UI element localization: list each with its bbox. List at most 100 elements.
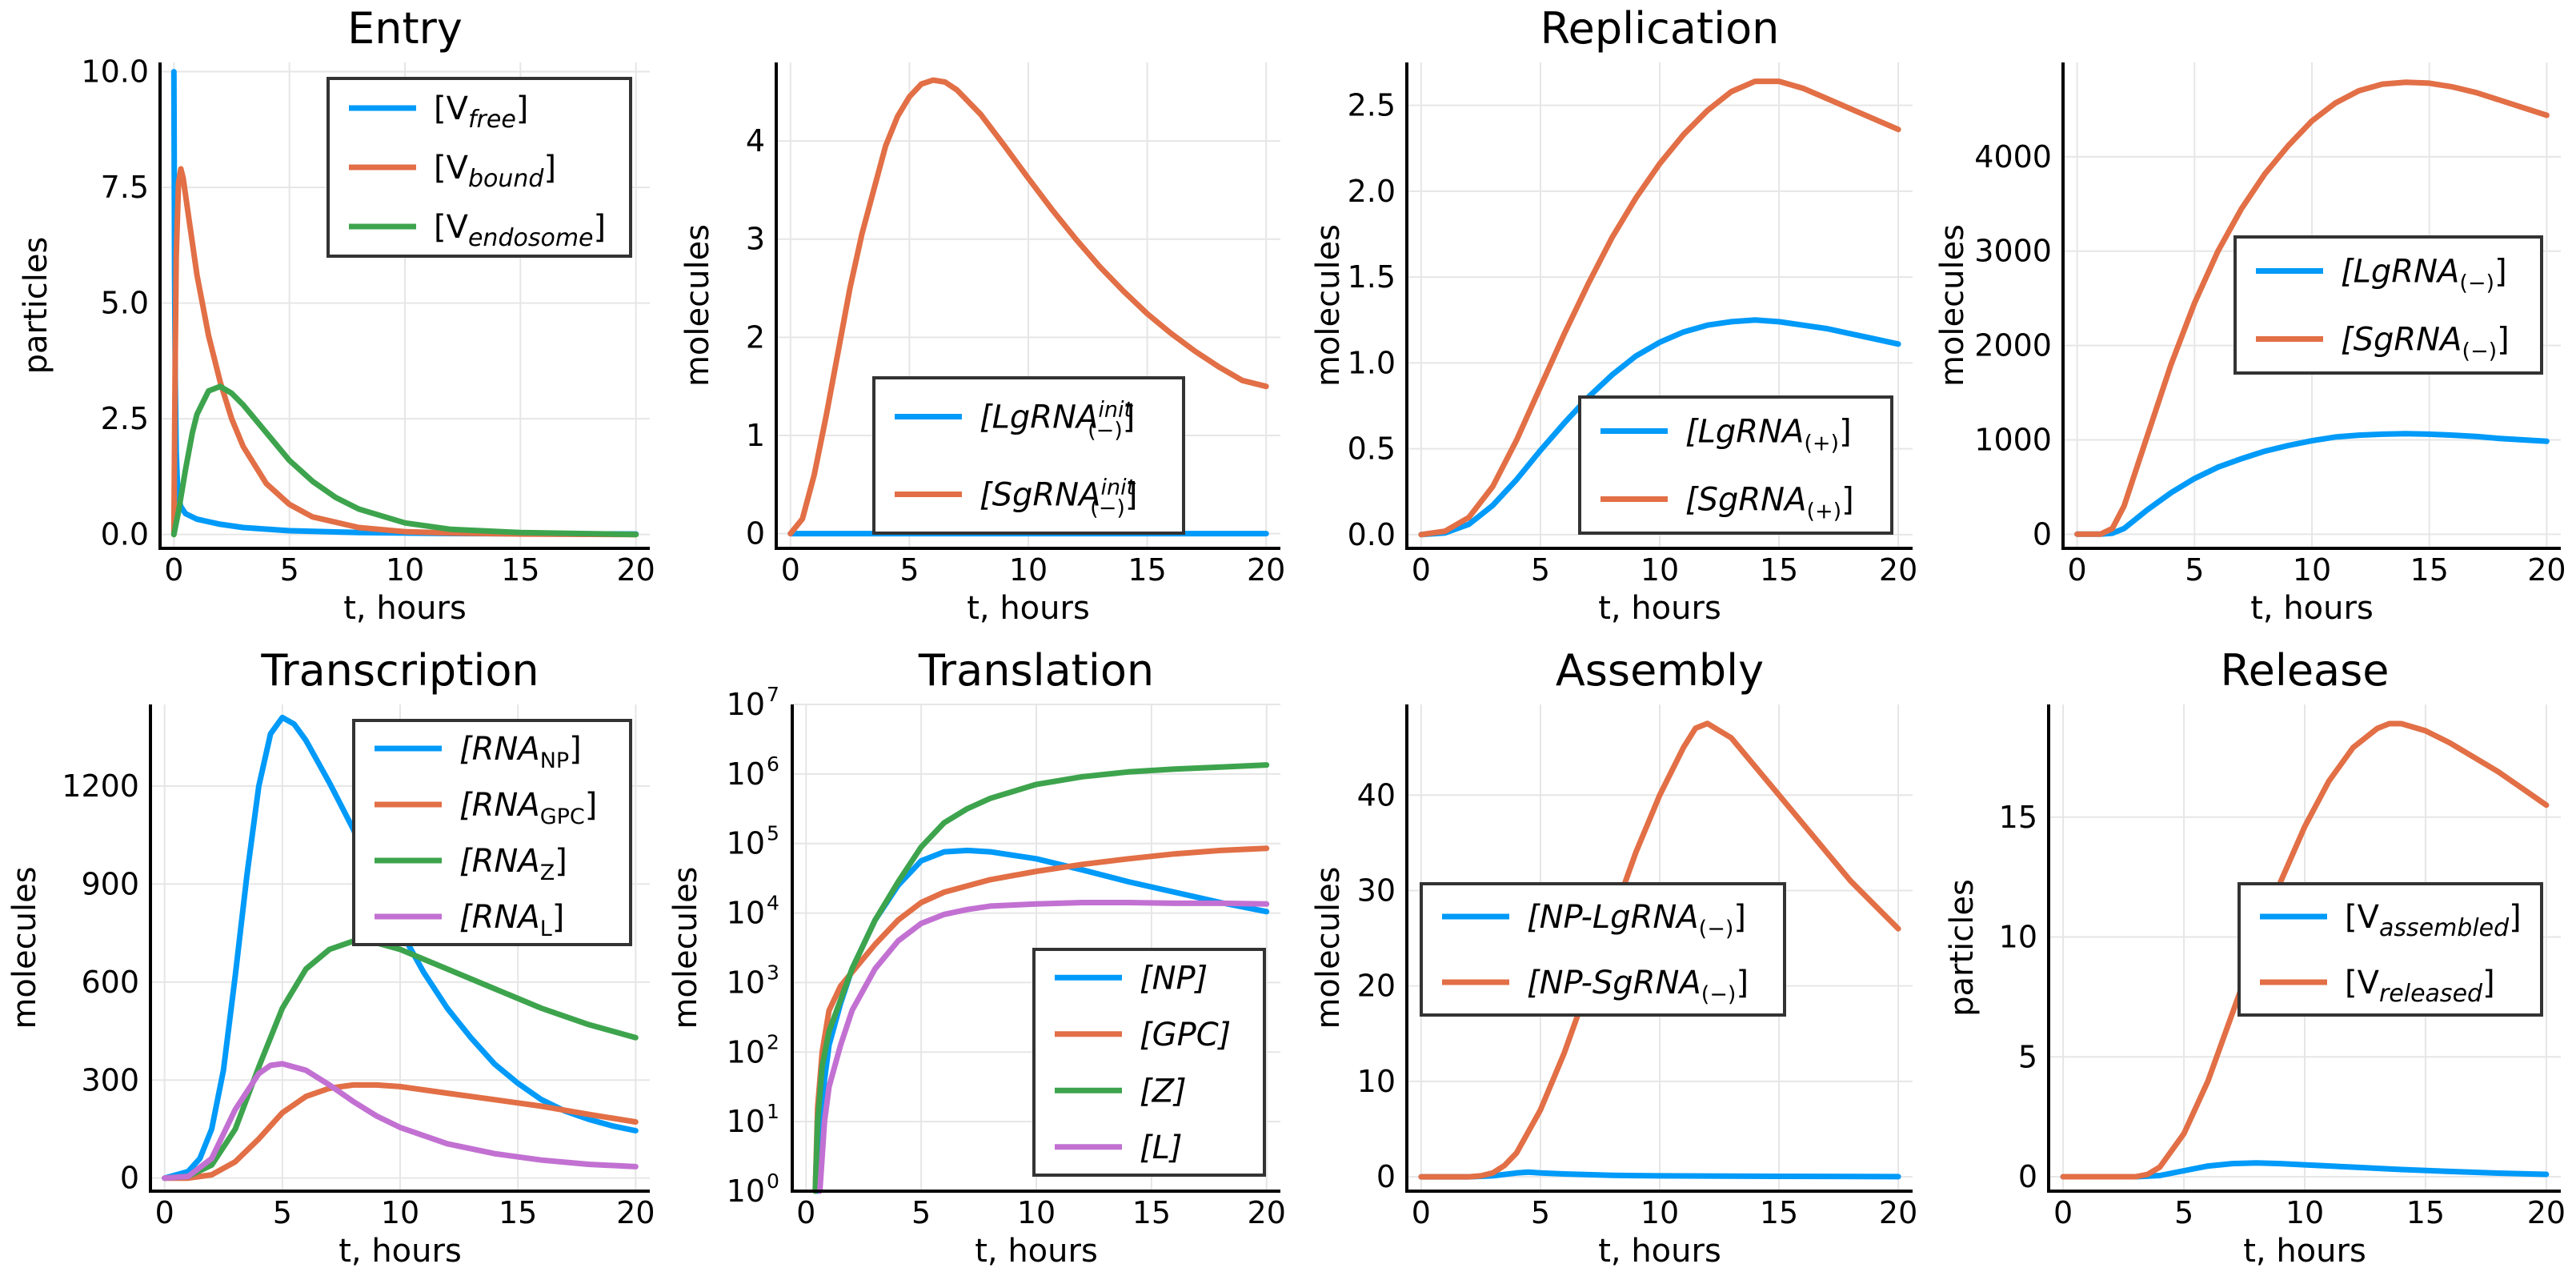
y-tick-label: 10 [727, 965, 765, 1000]
subplot-cRNA-init: 0 5 10 15 20 0 1 2 3 4 t, hours molecules [LgRNAinit… [679, 62, 1285, 627]
x-tick-label: 5 [280, 552, 299, 588]
subplot-title: Transcription [260, 645, 539, 696]
x-tick-label: 10 [2293, 552, 2331, 588]
y-tick-exponent: 4 [767, 892, 779, 915]
y-tick-label: 0 [2018, 1159, 2037, 1194]
y-tick-label: 10 [1999, 920, 2037, 955]
y-tick-label: 15 [1999, 800, 2037, 835]
y-tick-exponent: 3 [767, 961, 779, 984]
y-tick-exponent: 1 [767, 1100, 779, 1123]
legend: [LgRNA(+)] [SgRNA(+)] [1578, 395, 1893, 535]
legend: [NP-LgRNA(−)] [NP-SgRNA(−)] [1420, 882, 1786, 1017]
y-axis-label: particles [18, 237, 54, 375]
y-tick-label: 0 [120, 1161, 139, 1196]
x-tick-label: 15 [2406, 1195, 2445, 1230]
subplot-transcription: 0 5 10 15 20 0 300 600 900 1200 t, hours molecules T… [6, 645, 655, 1270]
x-tick-label: 10 [386, 552, 424, 588]
x-tick-label: 15 [499, 1195, 537, 1230]
x-axis-label: t, hours [1598, 590, 1721, 627]
series-line-rna-z [162, 938, 639, 1182]
y-tick-label: 10 [727, 687, 765, 722]
y-tick-label: 1.0 [1348, 345, 1396, 380]
y-axis-label: molecules [6, 866, 43, 1029]
legend-entry: [L] [1140, 1130, 1183, 1166]
x-tick-label: 5 [273, 1195, 292, 1230]
x-tick-label: 0 [781, 552, 800, 588]
y-axis-label: molecules [1310, 866, 1347, 1029]
x-tick-label: 15 [1760, 552, 1798, 588]
legend-entry: [Z] [1140, 1073, 1187, 1109]
y-tick-exponent: 0 [767, 1170, 779, 1193]
legend-entry: [GPC] [1140, 1017, 1231, 1053]
legend: [NP] [GPC] [Z] [L] [1032, 948, 1266, 1177]
series-line-lgrna [1418, 317, 1901, 538]
x-tick-label: 15 [2410, 552, 2449, 588]
legend-box [352, 719, 632, 946]
series-line-np-sgrna [1418, 720, 1901, 1180]
y-tick-label: 2.5 [101, 401, 149, 436]
y-tick-label: 10 [727, 826, 765, 861]
y-axis-label: molecules [1310, 224, 1347, 387]
x-tick-label: 5 [2185, 552, 2204, 588]
subplot-title: Translation [918, 645, 1154, 696]
y-tick-label: 0.0 [1348, 517, 1396, 552]
x-tick-label: 20 [1879, 1195, 1917, 1230]
y-tick-label: 0.0 [101, 517, 149, 552]
x-tick-label: 10 [1641, 552, 1679, 588]
series-line-rna-np [162, 714, 639, 1182]
y-tick-label: 3000 [1974, 234, 2052, 269]
x-tick-label: 5 [899, 552, 919, 588]
y-tick-label: 10.0 [81, 54, 149, 90]
y-tick-exponent: 7 [767, 683, 779, 706]
y-tick-label: 2.5 [1348, 88, 1396, 123]
x-tick-label: 10 [2286, 1195, 2324, 1230]
y-tick-label: 0 [2033, 516, 2052, 552]
x-tick-label: 15 [1128, 552, 1166, 588]
subplot-title: Replication [1540, 3, 1780, 54]
legend-entry: [SgRNAinit (−)] [980, 475, 1137, 521]
series-line-rna-gpc [162, 1081, 639, 1182]
legend-box [1032, 948, 1266, 1177]
series-line-np [815, 847, 1270, 1194]
x-tick-label: 20 [1247, 552, 1285, 588]
y-tick-label: 30 [1357, 873, 1396, 908]
y-tick-label: 2.0 [1348, 174, 1396, 209]
x-tick-label: 10 [381, 1195, 419, 1230]
legend: [LgRNA(−)] [SgRNA(−)] [2233, 235, 2543, 375]
legend-entry: [RNAZ] [459, 843, 567, 885]
x-axis-label: t, hours [2250, 590, 2374, 627]
y-tick-label: 5.0 [101, 286, 149, 321]
y-tick-label: 7.5 [101, 170, 149, 205]
y-tick-label: 3 [746, 222, 765, 257]
x-tick-label: 5 [911, 1195, 931, 1230]
x-tick-label: 0 [2053, 1195, 2073, 1230]
subplot-title: Entry [347, 3, 463, 54]
x-tick-label: 10 [1641, 1195, 1679, 1230]
x-tick-label: 20 [1248, 1195, 1286, 1230]
series-line-v-bound [170, 166, 639, 538]
x-axis-label: t, hours [967, 590, 1090, 627]
x-tick-label: 0 [164, 552, 183, 588]
x-tick-label: 20 [2527, 552, 2566, 588]
y-tick-label: 1000 [1974, 422, 2052, 457]
subplot-entry: 0 5 10 15 20 0.0 2.5 5.0 7.5 10.0 t, hours particle… [18, 3, 655, 627]
legend-box [2233, 235, 2543, 375]
y-tick-label: 2 [746, 319, 765, 355]
y-tick-label: 5 [2018, 1039, 2037, 1074]
series-line-l [817, 900, 1270, 1194]
y-tick-label: 0 [1376, 1159, 1396, 1194]
legend-entry: [SgRNA(−)] [2341, 322, 2510, 364]
y-tick-label: 0 [746, 516, 765, 552]
legend-entry: [LgRNA(−)] [2341, 254, 2507, 296]
y-axis-label: molecules [679, 224, 716, 387]
y-tick-label: 2000 [1974, 328, 2052, 363]
y-tick-label: 10 [727, 1174, 765, 1209]
subplot-replication: 0 5 10 15 20 0.0 0.5 1.0 1.5 2.0 2.5 t, hours molecu… [1310, 3, 1917, 627]
y-tick-label: 0.5 [1348, 431, 1396, 467]
y-tick-label: 4000 [1974, 139, 2052, 175]
legend: [Vassembled] [Vreleased] [2237, 882, 2543, 1017]
y-tick-label: 1200 [62, 768, 139, 804]
y-tick-exponent: 5 [767, 822, 779, 845]
legend: [RNANP] [RNAGPC] [RNAZ] [RNAL] [352, 719, 632, 946]
